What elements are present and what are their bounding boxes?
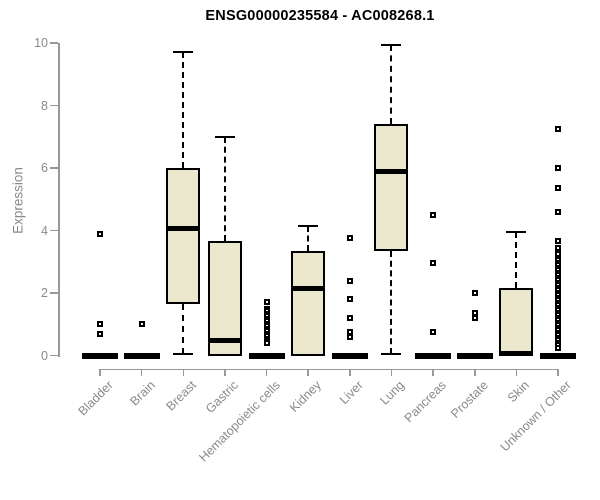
upper-whisker-cap xyxy=(214,135,235,138)
x-tick xyxy=(557,368,559,376)
outlier-point xyxy=(471,290,478,296)
median-line xyxy=(166,226,201,232)
median-line xyxy=(499,351,534,357)
outlier-point xyxy=(346,333,353,340)
outlier-point xyxy=(555,125,562,132)
x-tick xyxy=(224,368,226,376)
outlier-point xyxy=(555,344,562,351)
y-tick xyxy=(50,167,58,169)
outlier-point xyxy=(430,329,437,336)
box xyxy=(207,241,242,356)
upper-whisker xyxy=(307,225,310,251)
x-tick xyxy=(390,368,393,376)
collapsed-box-6 xyxy=(331,352,368,359)
median-line xyxy=(291,285,326,291)
outlier-point xyxy=(97,330,103,337)
outlier-point xyxy=(138,321,145,328)
upper-whisker xyxy=(182,52,185,168)
chart-title: ENSG00000235584 - AC008268.1 xyxy=(205,8,435,24)
upper-whisker-cap xyxy=(298,224,319,227)
upper-whisker xyxy=(515,232,518,289)
outlier-point xyxy=(346,235,353,242)
upper-whisker-cap xyxy=(506,231,527,234)
lower-whisker-cap xyxy=(381,352,402,355)
box xyxy=(291,250,326,356)
outlier-point xyxy=(555,244,562,251)
x-axis-line xyxy=(99,368,560,370)
upper-whisker xyxy=(390,44,393,125)
outlier-point xyxy=(555,165,562,171)
box xyxy=(374,124,409,251)
outlier-point xyxy=(263,340,270,346)
outlier-point xyxy=(555,238,562,245)
y-tick-label: 10 xyxy=(34,36,48,50)
y-axis-line xyxy=(58,43,60,357)
box xyxy=(499,288,534,356)
x-tick xyxy=(140,368,143,376)
x-tick xyxy=(182,368,185,376)
outlier-point xyxy=(430,260,437,267)
outlier-point xyxy=(97,321,103,328)
outlier-point xyxy=(555,185,562,192)
outlier-point xyxy=(346,296,353,303)
y-tick-label: 4 xyxy=(41,223,48,238)
y-tick-label: 0 xyxy=(41,348,48,363)
outlier-point xyxy=(346,277,353,284)
outlier-point xyxy=(263,299,270,306)
median-line xyxy=(374,168,409,174)
upper-whisker xyxy=(223,136,226,242)
x-tick xyxy=(307,368,309,376)
x-tick xyxy=(349,368,351,376)
outlier-point xyxy=(430,211,437,218)
y-tick-label: 6 xyxy=(41,161,48,175)
x-tick xyxy=(432,368,434,376)
y-tick xyxy=(50,229,58,232)
collapsed-box-8 xyxy=(415,352,452,359)
outlier-point xyxy=(97,230,103,237)
collapsed-box-1 xyxy=(123,352,160,359)
y-tick-label: 2 xyxy=(41,286,48,300)
upper-whisker-cap xyxy=(381,43,402,46)
lower-whisker xyxy=(182,303,185,354)
outlier-point xyxy=(555,250,562,257)
collapsed-box-0 xyxy=(82,352,118,359)
collapsed-box-9 xyxy=(456,352,493,359)
y-tick xyxy=(50,42,58,44)
x-tick xyxy=(99,368,101,376)
y-tick xyxy=(50,292,58,294)
y-tick-label: 8 xyxy=(41,98,48,113)
y-tick xyxy=(50,104,58,107)
lower-whisker xyxy=(390,250,393,354)
x-tick xyxy=(474,368,476,376)
upper-whisker-cap xyxy=(173,51,194,54)
outlier-point xyxy=(346,315,353,321)
y-tick xyxy=(50,354,58,357)
x-tick xyxy=(515,368,518,376)
outlier-point xyxy=(471,315,478,321)
collapsed-box-11 xyxy=(540,352,577,359)
x-tick xyxy=(265,368,268,376)
collapsed-box-4 xyxy=(248,352,285,359)
median-line xyxy=(207,338,242,343)
lower-whisker-cap xyxy=(173,352,194,355)
outlier-point xyxy=(555,208,562,215)
box xyxy=(166,168,201,304)
